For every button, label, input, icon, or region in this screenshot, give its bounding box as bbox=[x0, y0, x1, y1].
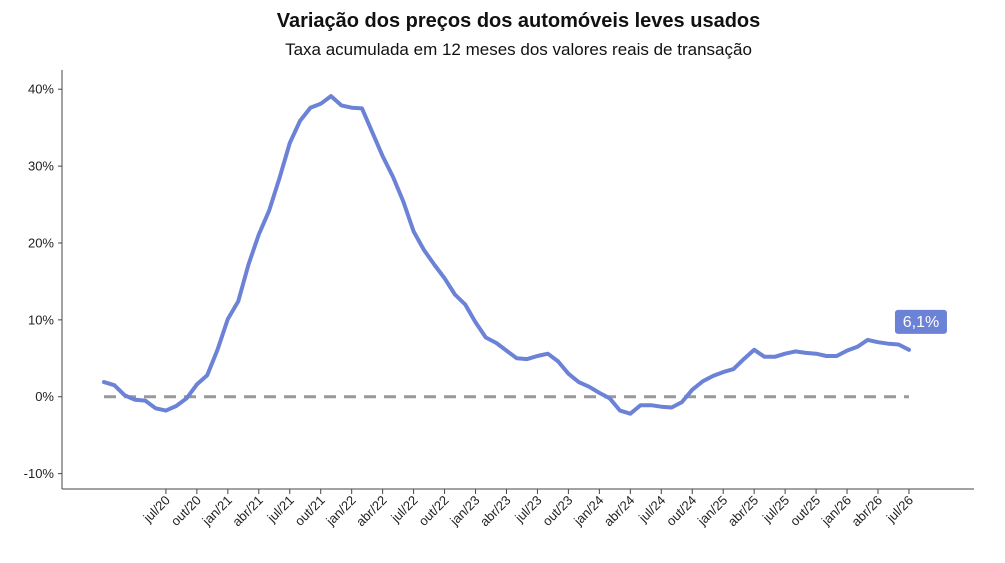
x-tick-label: jan/26 bbox=[818, 493, 854, 529]
y-tick-label: 0% bbox=[35, 389, 54, 404]
x-tick-label: jul/25 bbox=[759, 493, 792, 526]
x-tick-label: out/21 bbox=[292, 493, 328, 529]
chart-subtitle: Taxa acumulada em 12 meses dos valores r… bbox=[285, 40, 752, 59]
x-tick-label: abr/26 bbox=[848, 493, 885, 530]
x-tick-label: jul/21 bbox=[264, 493, 297, 526]
series-layer bbox=[102, 94, 911, 416]
x-tick-label: jan/21 bbox=[199, 493, 235, 529]
x-tick-label: jan/23 bbox=[446, 493, 482, 529]
x-tick-label: abr/25 bbox=[725, 493, 762, 530]
x-tick-label: jul/22 bbox=[387, 493, 420, 526]
x-tick-label: out/20 bbox=[168, 493, 204, 529]
x-tick-label: jul/26 bbox=[883, 493, 916, 526]
x-tick-label: abr/22 bbox=[353, 493, 390, 530]
y-tick-label: -10% bbox=[24, 466, 55, 481]
x-tick-label: abr/23 bbox=[477, 493, 514, 530]
end-label-text: 6,1% bbox=[903, 314, 939, 331]
y-axis-ticks: -10% 0% 10% 20% 30% 40% bbox=[24, 82, 62, 481]
x-tick-label: out/23 bbox=[539, 493, 575, 529]
x-tick-label: jan/25 bbox=[694, 493, 730, 529]
end-value-label: 6,1% bbox=[894, 309, 947, 334]
y-tick-label: 10% bbox=[28, 312, 54, 327]
chart-title: Variação dos preços dos automóveis leves… bbox=[276, 10, 761, 32]
x-tick-label: jul/20 bbox=[140, 493, 173, 526]
x-tick-label: jan/22 bbox=[322, 493, 358, 529]
x-tick-label: abr/21 bbox=[229, 493, 266, 530]
x-axis-ticks: jul/20out/20jan/21abr/21jul/21out/21jan/… bbox=[140, 489, 916, 529]
x-tick-label: jul/24 bbox=[635, 493, 668, 526]
x-tick-label: jan/24 bbox=[570, 493, 606, 529]
y-tick-label: 30% bbox=[28, 159, 54, 174]
x-tick-label: out/22 bbox=[416, 493, 452, 529]
x-tick-label: out/24 bbox=[663, 493, 699, 529]
series-line bbox=[102, 94, 911, 416]
y-tick-label: 20% bbox=[28, 235, 54, 250]
x-tick-label: abr/24 bbox=[601, 493, 638, 530]
x-tick-label: jul/23 bbox=[511, 493, 544, 526]
y-tick-label: 40% bbox=[28, 82, 54, 97]
axes bbox=[61, 70, 974, 490]
end-label-box bbox=[894, 309, 947, 334]
x-tick-label: out/25 bbox=[787, 493, 823, 529]
